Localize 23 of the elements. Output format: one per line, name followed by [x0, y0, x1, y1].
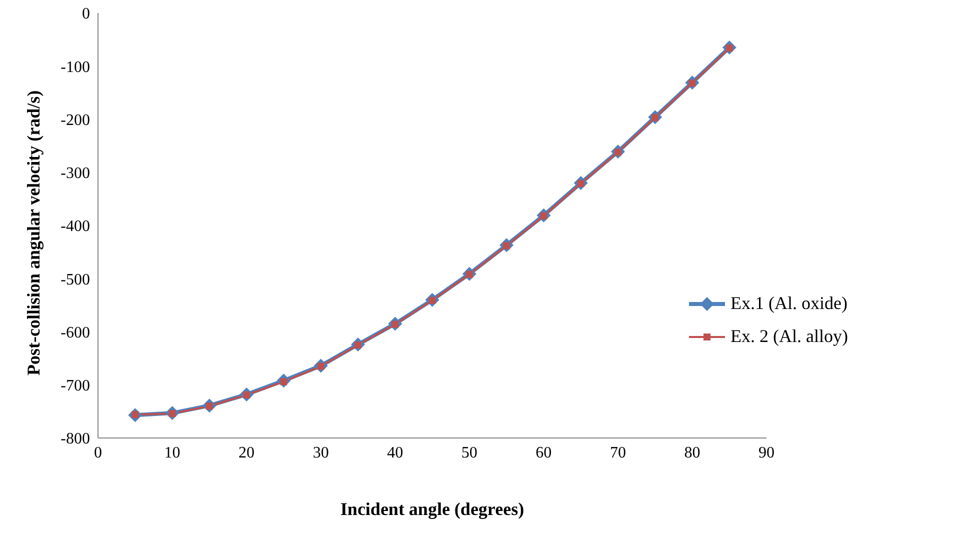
y-tick-label: 0	[82, 6, 90, 23]
x-tick-label: 60	[536, 444, 552, 462]
y-tick-label: -700	[60, 378, 90, 395]
y-tick-label: -400	[60, 218, 90, 236]
x-tick-label: 50	[461, 444, 478, 462]
y-axis-title: Post-collision angular velocity (rad/s)	[23, 90, 44, 376]
x-tick-label: 90	[758, 444, 775, 462]
y-tick-label: -200	[60, 112, 90, 129]
x-tick-label: 20	[238, 444, 255, 462]
legend-label: Ex.1 (Al. oxide)	[730, 293, 848, 314]
x-tick-label: 10	[164, 444, 180, 462]
x-axis-title: Incident angle (degrees)	[340, 499, 524, 519]
y-tick-label: -300	[60, 165, 90, 182]
x-tick-label: 80	[684, 444, 700, 462]
x-tick-label: 0	[94, 444, 102, 462]
y-tick-label: -500	[60, 271, 90, 288]
x-tick-label: 40	[387, 444, 404, 462]
y-tick-label: -600	[60, 324, 90, 342]
y-tick-label: -800	[60, 430, 90, 448]
legend-label: Ex. 2 (Al. alloy)	[730, 326, 848, 347]
x-tick-label: 30	[312, 444, 329, 462]
x-tick-label: 70	[610, 444, 626, 462]
y-tick-label: -100	[60, 58, 90, 76]
